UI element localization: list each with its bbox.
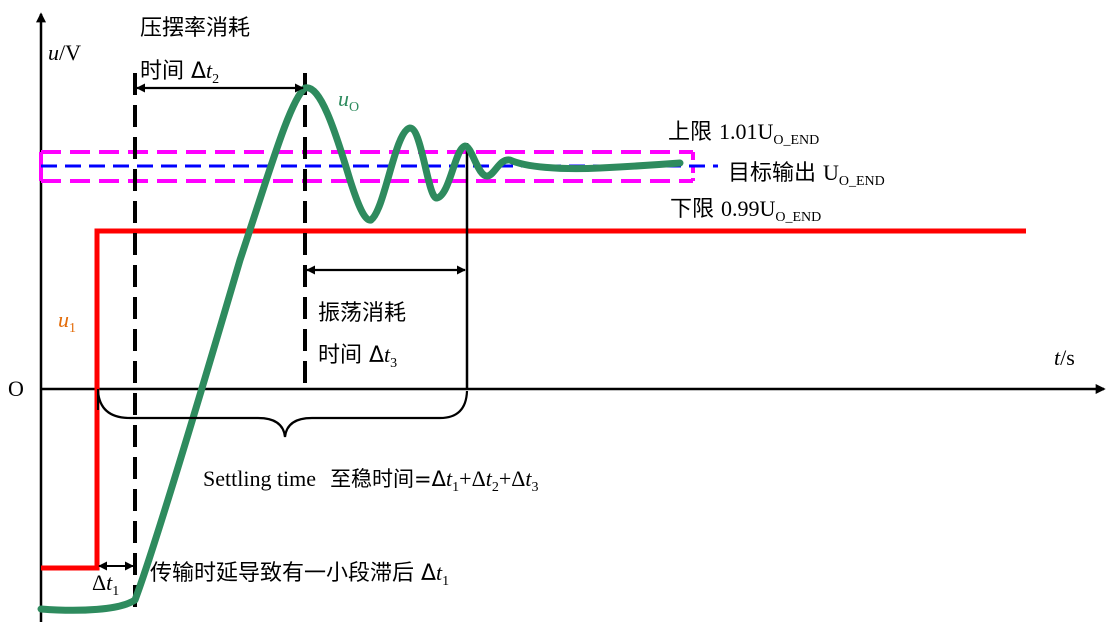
output-curve-label: uO <box>338 86 359 115</box>
t2-label-line1: 压摆率消耗 <box>140 16 250 41</box>
origin-label: O <box>8 376 24 401</box>
y-axis-label: u/V <box>48 40 81 65</box>
upper-limit-label: 上限 1.01UO_END <box>668 119 819 148</box>
settling-time-label: Settling time 至稳时间=Δt1+Δt2+Δt3 <box>203 466 539 495</box>
x-axis-label: t/s <box>1054 345 1075 370</box>
t2-label-line2: 时间 Δt2 <box>140 58 219 87</box>
t3-label-line1: 振荡消耗 <box>318 301 406 326</box>
t3-label-line2: 时间 Δt3 <box>318 342 397 371</box>
lower-limit-label: 下限 0.99UO_END <box>670 196 821 225</box>
target-output-label: 目标输出 UO_END <box>728 160 885 189</box>
input-step-curve <box>41 228 1026 571</box>
input-curve-label: u1 <box>58 307 76 336</box>
delay-explanation-label: 传输时延导致有一小段滞后 Δt1 <box>150 560 449 589</box>
t1-label: Δt1 <box>92 570 119 599</box>
settling-time-brace <box>96 390 469 438</box>
output-curve <box>37 84 684 614</box>
